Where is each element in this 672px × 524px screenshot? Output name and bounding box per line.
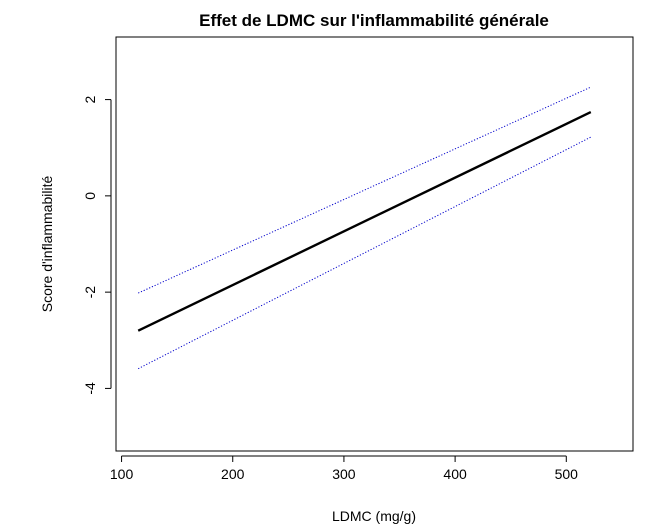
y-tick-label: -2 xyxy=(82,286,98,299)
upper-confidence-band-line xyxy=(137,86,592,294)
x-tick-label: 500 xyxy=(555,466,579,482)
chart-title: Effet de LDMC sur l'inflammabilité génér… xyxy=(199,11,549,30)
y-axis-label: Score d'inflammabilité xyxy=(39,176,55,313)
plot-frame xyxy=(115,36,634,452)
series-layer xyxy=(137,86,592,370)
y-tick-label: -4 xyxy=(82,382,98,395)
x-tick-label: 200 xyxy=(221,466,245,482)
x-tick-label: 300 xyxy=(332,466,356,482)
x-axis: 100 200 300 400 500 xyxy=(110,455,579,482)
y-tick-label: 2 xyxy=(82,95,98,103)
fit-line xyxy=(137,111,592,332)
lower-confidence-band-line xyxy=(137,136,592,370)
y-tick-label: 0 xyxy=(82,192,98,200)
x-tick-label: 400 xyxy=(443,466,467,482)
x-tick-label: 100 xyxy=(110,466,134,482)
x-axis-label: LDMC (mg/g) xyxy=(332,508,416,524)
y-axis: -4 -2 0 2 xyxy=(82,95,112,395)
